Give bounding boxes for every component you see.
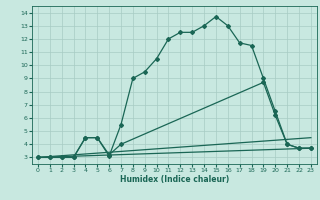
- X-axis label: Humidex (Indice chaleur): Humidex (Indice chaleur): [120, 175, 229, 184]
